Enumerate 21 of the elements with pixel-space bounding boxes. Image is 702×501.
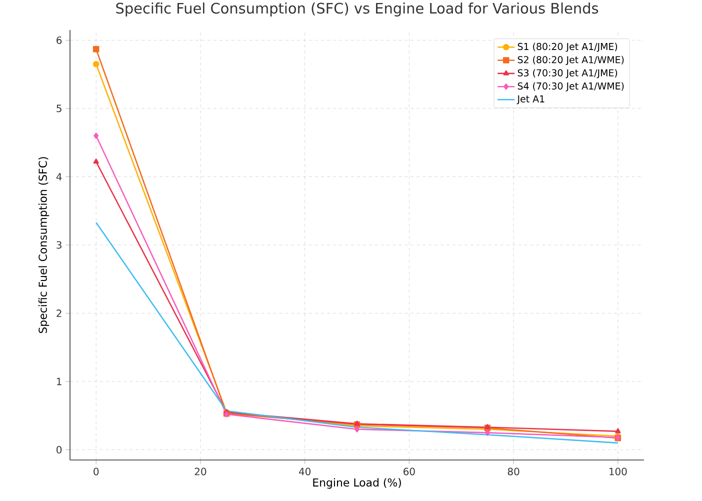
x-tick-label: 20 xyxy=(194,468,206,476)
x-tick-label: 100 xyxy=(610,468,627,476)
y-tick-label: 2 xyxy=(56,310,62,317)
x-tick-label: 80 xyxy=(508,468,520,476)
chart-title: Specific Fuel Consumption (SFC) vs Engine Load for Various Blends xyxy=(116,2,598,16)
x-tick-label: 40 xyxy=(298,468,311,476)
x-tick-label: 60 xyxy=(404,468,415,476)
legend-label: S4 (70:30 Jet A1/WME) xyxy=(518,82,624,92)
legend-label: S3 (70:30 Jet A1/JME) xyxy=(518,69,618,78)
x-axis-title: Engine Load (%) xyxy=(313,478,401,489)
legend-label: Jet A1 xyxy=(516,95,544,104)
legend-label: S2 (80:20 Jet A1/WME) xyxy=(518,56,624,66)
x-tick-label: 0 xyxy=(94,468,99,476)
y-tick-label: 6 xyxy=(56,36,62,44)
legend-label: S1 (80:20 Jet A1/JME) xyxy=(518,42,618,52)
y-tick-label: 5 xyxy=(56,104,62,112)
y-tick-label: 4 xyxy=(56,173,62,180)
y-tick-label: 0 xyxy=(56,446,62,454)
y-tick-label: 1 xyxy=(56,378,62,386)
y-tick-label: 3 xyxy=(56,241,62,249)
y-axis-title: Specific Fuel Consumption (SFC) xyxy=(38,157,50,334)
